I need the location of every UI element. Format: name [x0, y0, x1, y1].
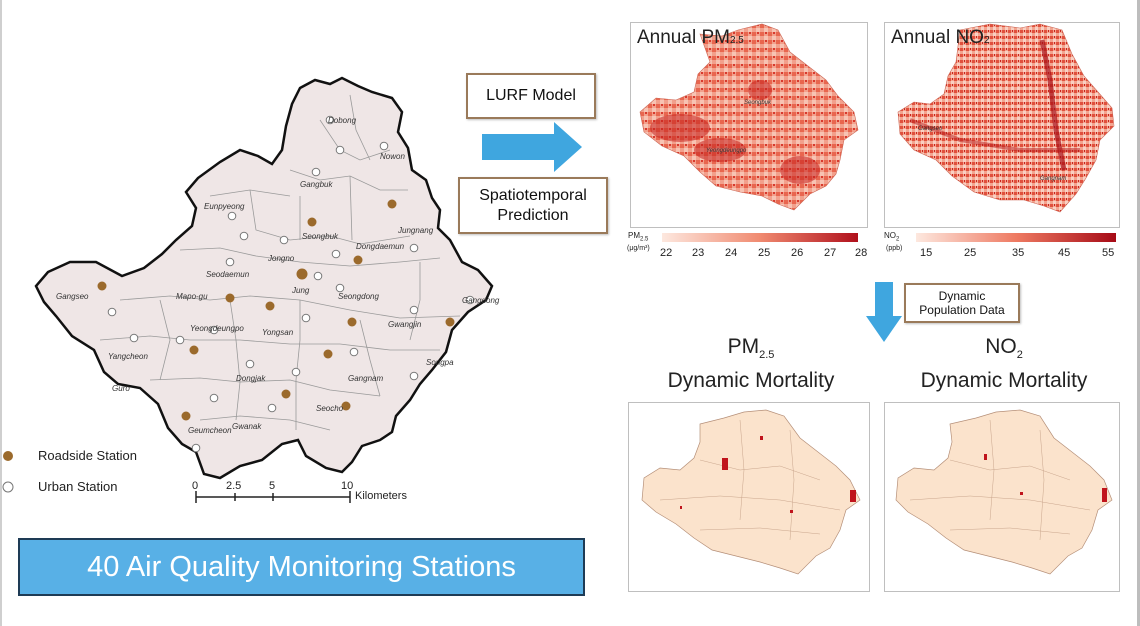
pm25-mortality-districts	[659, 419, 841, 541]
district-label: Gangseo	[56, 292, 89, 301]
district-label: Gangbuk	[300, 180, 333, 189]
no2-cbar-tick: 45	[1058, 247, 1071, 259]
district-label: Jung	[292, 286, 310, 295]
no2-colorbar	[916, 233, 1116, 242]
pm25-cbar-unit: (μg/m³)	[627, 245, 650, 252]
pm25-inset-label: Seongbuk	[744, 100, 772, 106]
stations	[97, 115, 475, 453]
district-label: Guro	[112, 384, 130, 393]
legend-roadside-label: Roadside Station	[38, 448, 138, 463]
pm25-mortality-hotspots	[680, 436, 856, 513]
district-label: Yeongdeungpo	[190, 324, 244, 333]
scale-tick-5: 5	[269, 480, 276, 492]
district-label: Dobong	[328, 116, 357, 125]
legend-roadside-marker	[3, 451, 13, 461]
seoul-boundary	[34, 76, 494, 480]
district-label: Nowon	[380, 152, 405, 161]
no2-inset-label-2: Gangnam	[1040, 176, 1067, 182]
pm25-panel: Annual PM2.5	[630, 22, 868, 228]
district-label: Dongjak	[236, 374, 266, 383]
pm25-mortality-panel	[628, 402, 870, 592]
no2-cbar-tick: 15	[920, 247, 933, 259]
no2-mortality-districts	[909, 419, 1091, 541]
pm25-cbar-label: PM2.5	[628, 231, 649, 243]
pm25-inset-label-2: Yeongdeungpo	[706, 148, 747, 154]
district-label: Jungnang	[398, 226, 434, 235]
lurf-model-box: LURF Model	[466, 73, 596, 119]
no2-panel: Annual NO2	[884, 22, 1120, 228]
population-arrow	[866, 282, 902, 342]
no2-mortality-hotspots	[984, 454, 1107, 502]
district-label: Yangcheon	[108, 352, 148, 361]
no2-cbar-tick: 25	[964, 247, 977, 259]
district-label: Yongsan	[262, 328, 294, 337]
no2-mortality-panel	[884, 402, 1120, 592]
no2-cbar-tick: 55	[1102, 247, 1115, 259]
stations-banner: 40 Air Quality Monitoring Stations	[18, 538, 585, 596]
district-label: Gangnam	[348, 374, 384, 383]
district-label: Gangdong	[462, 296, 500, 305]
no2-cbar-unit: (ppb)	[886, 245, 903, 252]
pm25-panel-title: Annual PM2.5	[637, 27, 744, 48]
district-label: Gwangjin	[388, 320, 422, 329]
district-label: Geumcheon	[188, 426, 232, 435]
pm25-cbar-tick: 25	[758, 247, 771, 259]
pm25-cbar-tick: 26	[791, 247, 804, 259]
pm25-cbar-tick: 28	[855, 247, 868, 259]
scale-tick-2-5: 2.5	[226, 480, 242, 492]
prediction-label-line2: Prediction	[497, 206, 569, 224]
roadside-stations	[97, 199, 455, 421]
district-label: Songpa	[426, 358, 454, 367]
pm25-cbar-tick: 23	[692, 247, 705, 259]
population-box: Dynamic Population Data	[904, 283, 1020, 323]
scale-unit: Kilometers	[355, 490, 407, 502]
district-label: Seodaemun	[206, 270, 250, 279]
district-label: Mapo-gu	[176, 292, 208, 301]
no2-inset-label: Gangseo	[918, 126, 943, 132]
scale-bar	[195, 491, 351, 503]
district-label: Jongno	[268, 254, 295, 263]
pm25-hotspots	[650, 80, 820, 184]
pm25-mortality-title: PM2.5 Dynamic Mortality	[667, 335, 835, 393]
pm25-cbar-tick: 24	[725, 247, 738, 259]
no2-road-hotspot-2	[909, 118, 1080, 152]
no2-cbar-tick: 35	[1012, 247, 1025, 259]
seoul-station-map	[34, 76, 494, 480]
population-label-line2: Population Data	[919, 303, 1005, 317]
prediction-label-line1: Spatiotemporal	[479, 186, 587, 204]
district-label: Seongbuk	[302, 232, 339, 241]
urban-stations	[107, 115, 475, 453]
lurf-model-label: LURF Model	[486, 87, 576, 104]
district-label: Seongdong	[338, 292, 379, 301]
scale-tick-10: 10	[341, 480, 354, 492]
legend-urban-marker	[2, 481, 14, 493]
no2-mortality-title: NO2 Dynamic Mortality	[920, 335, 1088, 393]
legend-urban-label: Urban Station	[38, 479, 118, 494]
no2-heatmap	[897, 23, 1115, 213]
frame-right-border	[1137, 0, 1140, 626]
district-label: Gwanak	[232, 422, 262, 431]
district-label: Dongdaemun	[356, 242, 405, 251]
model-arrow	[482, 122, 582, 172]
pm25-colorbar	[662, 233, 858, 242]
no2-cbar-label: NO2	[884, 231, 900, 243]
district-label: Eunpyeong	[204, 202, 245, 211]
district-label: Seocho	[316, 404, 344, 413]
district-boundaries	[99, 94, 461, 431]
pm25-cbar-tick: 22	[660, 247, 673, 259]
scale-tick-0: 0	[192, 480, 199, 492]
frame-left-border	[0, 0, 2, 626]
no2-panel-title: Annual NO2	[891, 27, 990, 48]
population-label-line1: Dynamic	[938, 289, 986, 303]
prediction-box: Spatiotemporal Prediction	[458, 177, 608, 234]
pm25-mortality-map	[641, 409, 861, 575]
pm25-cbar-tick: 27	[824, 247, 837, 259]
